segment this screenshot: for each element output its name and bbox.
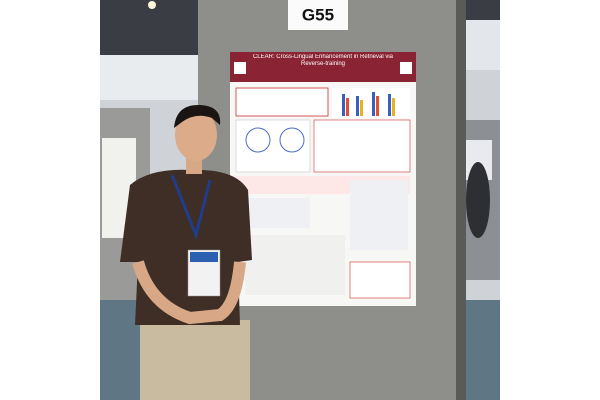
bystander [466,162,490,238]
poster-title-box: CLEAR: Cross-Lingual Enhancement in Retr… [252,54,394,67]
face [175,109,217,161]
lanyard [170,174,212,240]
scene: G55 CLEAR: Cross-Lingual Enhancement in … [100,0,500,400]
badge-header [190,252,218,262]
hair [174,104,221,128]
board-edge [456,0,466,400]
qr-code [400,62,412,74]
poster-section [235,87,329,117]
poster-table [240,198,310,228]
sign-card [288,0,348,30]
poster-section [313,119,411,173]
sign-label: G55 [302,5,334,24]
poster-diagram [279,127,305,153]
poster-figure [235,119,311,173]
person [120,104,252,400]
ceiling-light [100,55,200,100]
trousers [140,320,250,400]
poster-figure [245,235,345,295]
qr-code [234,62,246,74]
arms [132,260,246,325]
poster-diagram [245,127,271,153]
poster-title: CLEAR: Cross-Lingual Enhancement in Retr… [252,54,394,67]
poster-section [349,261,411,299]
poster-bars [342,92,395,116]
poster-table [350,180,408,250]
poster-header [230,52,416,82]
lamp [148,1,156,9]
